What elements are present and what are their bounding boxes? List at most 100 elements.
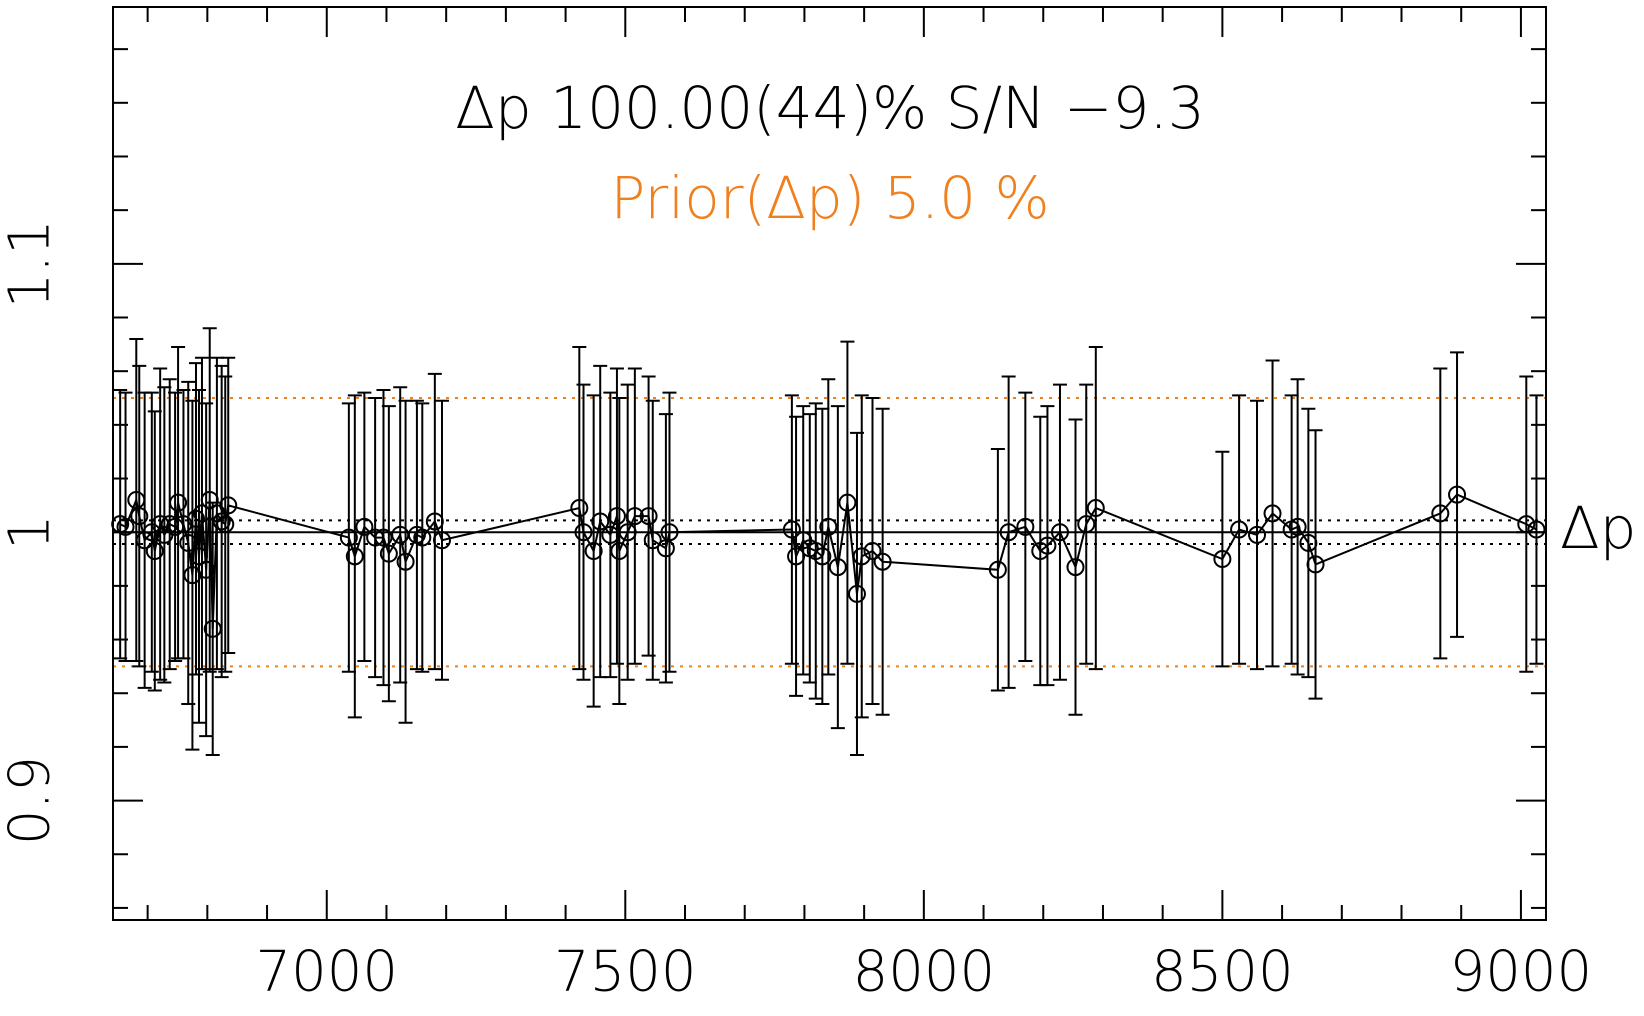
error-bar xyxy=(815,407,830,705)
error-bar xyxy=(1290,378,1305,676)
data-point xyxy=(660,523,679,542)
data-point xyxy=(186,509,205,528)
error-bar xyxy=(802,413,817,684)
data-point xyxy=(216,515,235,534)
data-point xyxy=(813,547,832,566)
error-bar xyxy=(191,388,206,724)
error-bar xyxy=(1068,418,1083,716)
error-bar xyxy=(830,405,845,730)
data-point xyxy=(584,541,603,560)
data-point xyxy=(1288,517,1307,536)
data-point xyxy=(782,520,801,539)
data-point xyxy=(1050,523,1069,542)
data-point xyxy=(1038,536,1057,555)
error-bar xyxy=(1529,394,1544,665)
error-bar xyxy=(129,337,144,663)
data-point xyxy=(643,531,662,550)
error-bar xyxy=(1079,383,1094,665)
error-bar xyxy=(658,413,673,684)
error-bar xyxy=(620,383,635,681)
data-point xyxy=(1077,515,1096,534)
error-bar xyxy=(218,375,233,673)
x-tick-label: 7000 xyxy=(255,939,398,1004)
error-bar xyxy=(1450,351,1465,638)
error-bar xyxy=(199,402,214,738)
error-bar xyxy=(821,378,836,676)
data-point xyxy=(639,507,658,526)
data-point xyxy=(1230,520,1249,539)
data-point xyxy=(339,528,358,547)
error-bar xyxy=(357,391,372,663)
data-point xyxy=(355,517,374,536)
data-point xyxy=(432,531,451,550)
data-point xyxy=(1066,558,1085,577)
error-bar xyxy=(796,405,811,676)
y-tick-label: 0.9 xyxy=(0,756,62,845)
data-point xyxy=(374,528,393,547)
data-point xyxy=(574,523,593,542)
error-bar xyxy=(434,399,449,681)
data-point xyxy=(838,493,857,512)
error-bar xyxy=(603,391,618,679)
error-bar xyxy=(1284,394,1299,665)
data-point xyxy=(396,552,415,571)
error-bar xyxy=(662,391,677,673)
error-bar xyxy=(875,407,890,716)
error-bar xyxy=(185,399,200,751)
error-bar xyxy=(347,394,362,719)
prior-label: Prior(Δp) 5.0 % xyxy=(610,164,1049,232)
data-point xyxy=(169,493,188,512)
error-bar xyxy=(612,397,627,705)
data-point xyxy=(1448,485,1467,504)
error-bar xyxy=(1308,429,1323,700)
error-bar xyxy=(1519,375,1534,673)
error-bar xyxy=(1001,375,1016,689)
data-point xyxy=(863,541,882,560)
data-point xyxy=(1213,550,1232,569)
data-point xyxy=(197,560,216,579)
plot-frame xyxy=(112,6,1547,921)
error-bar xyxy=(865,397,880,705)
error-bar xyxy=(840,340,855,665)
x-tick-label: 8000 xyxy=(853,939,996,1004)
error-bar xyxy=(1250,399,1265,671)
x-tick-label: 9000 xyxy=(1450,939,1593,1004)
data-point xyxy=(1306,555,1325,574)
data-point xyxy=(212,512,231,531)
data-point xyxy=(219,496,238,515)
error-bar xyxy=(609,367,624,665)
error-bar xyxy=(1232,394,1247,665)
error-bar xyxy=(381,405,396,703)
data-point xyxy=(1527,520,1546,539)
error-bar xyxy=(627,367,642,665)
y-tick-label: 1 xyxy=(0,514,62,550)
error-bar xyxy=(144,391,159,673)
error-bar xyxy=(789,415,804,697)
series-label: Δp xyxy=(1560,494,1637,562)
data-point xyxy=(607,507,626,526)
data-point xyxy=(345,547,364,566)
error-bar xyxy=(1433,367,1448,660)
error-bar xyxy=(415,402,430,673)
data-point xyxy=(1431,504,1450,523)
error-bar xyxy=(1265,359,1280,668)
data-point xyxy=(873,552,892,571)
error-bar xyxy=(221,356,236,654)
error-bar xyxy=(1215,450,1230,668)
error-bar xyxy=(427,372,442,671)
data-point xyxy=(145,541,164,560)
data-point xyxy=(852,547,871,566)
data-point xyxy=(625,507,644,526)
data-point xyxy=(413,528,432,547)
data-point xyxy=(130,507,149,526)
data-point xyxy=(988,560,1007,579)
error-bar xyxy=(576,383,591,681)
data-point xyxy=(570,499,589,518)
data-point xyxy=(999,523,1018,542)
error-bar xyxy=(1052,383,1067,681)
data-point xyxy=(847,584,866,603)
data-point xyxy=(591,512,610,531)
error-bar xyxy=(645,399,660,681)
error-bar xyxy=(1018,391,1033,663)
